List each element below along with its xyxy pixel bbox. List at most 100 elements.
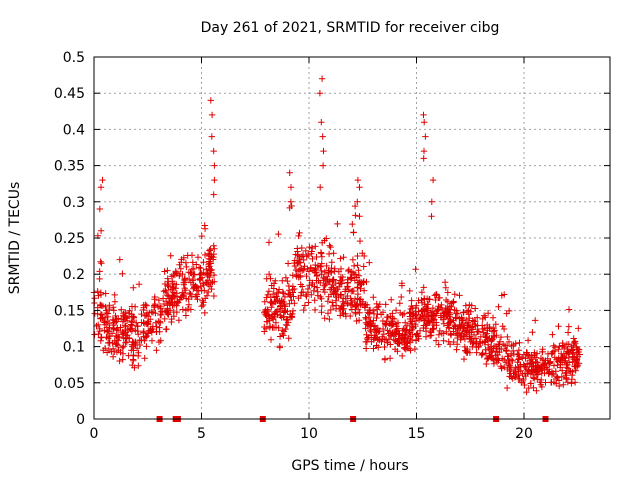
data-point xyxy=(198,232,205,240)
data-point xyxy=(166,307,174,314)
data-point xyxy=(167,252,174,259)
data-point xyxy=(104,313,112,321)
data-point xyxy=(420,155,427,162)
data-point xyxy=(521,362,528,370)
data-point xyxy=(384,327,391,334)
data-point xyxy=(302,247,309,255)
data-point xyxy=(474,328,481,335)
data-point xyxy=(477,340,484,347)
data-point xyxy=(488,335,495,342)
data-point xyxy=(105,328,112,335)
data-point xyxy=(178,294,185,301)
x-axis-ticks: 0 5 10 15 20 xyxy=(90,57,533,442)
data-point xyxy=(300,256,307,264)
data-point xyxy=(420,284,427,291)
data-point xyxy=(312,243,319,250)
data-point xyxy=(318,75,326,82)
data-point xyxy=(110,325,117,333)
data-point xyxy=(270,285,277,292)
data-point xyxy=(348,288,355,295)
data-point xyxy=(320,274,327,282)
data-point xyxy=(504,333,511,341)
data-point xyxy=(399,311,406,319)
data-point xyxy=(321,288,328,296)
data-point xyxy=(282,274,290,281)
data-point xyxy=(362,338,369,346)
data-point xyxy=(134,327,141,335)
data-point xyxy=(569,371,576,379)
data-point xyxy=(327,291,335,298)
data-point xyxy=(515,351,522,358)
data-point xyxy=(521,381,528,389)
data-point xyxy=(263,275,270,282)
data-point xyxy=(345,266,353,273)
data-point xyxy=(495,303,502,310)
data-point xyxy=(473,338,480,345)
data-point xyxy=(203,292,211,299)
data-point xyxy=(285,335,292,342)
data-point xyxy=(324,298,332,305)
data-point xyxy=(339,273,346,281)
data-point xyxy=(211,245,218,252)
data-point xyxy=(519,354,526,361)
data-point xyxy=(473,349,480,356)
data-point xyxy=(91,295,98,302)
data-point xyxy=(179,289,186,296)
data-point xyxy=(195,264,203,271)
data-point xyxy=(94,310,101,318)
data-point xyxy=(297,259,304,266)
data-point xyxy=(407,305,414,313)
data-point xyxy=(339,309,346,317)
data-point xyxy=(406,309,413,316)
data-point xyxy=(441,279,449,286)
data-point xyxy=(355,272,363,279)
data-point xyxy=(122,309,129,316)
data-point xyxy=(555,346,562,353)
data-point xyxy=(484,325,491,332)
x-tick-label: 20 xyxy=(515,426,533,442)
data-point xyxy=(282,325,289,333)
data-point xyxy=(384,339,391,346)
data-point xyxy=(504,365,511,373)
data-point xyxy=(461,335,469,343)
data-point xyxy=(124,326,132,334)
data-point xyxy=(185,295,192,303)
data-point xyxy=(195,287,202,295)
data-point xyxy=(390,336,398,343)
data-point xyxy=(323,235,330,242)
data-point xyxy=(202,278,210,286)
data-point xyxy=(565,306,573,313)
data-point xyxy=(375,344,382,351)
data-point xyxy=(507,356,515,363)
data-point xyxy=(153,328,160,335)
data-point xyxy=(341,288,349,295)
data-point xyxy=(401,345,408,352)
data-point xyxy=(519,370,526,378)
data-point xyxy=(314,288,321,295)
data-point xyxy=(318,271,325,278)
data-point xyxy=(420,147,428,155)
data-point xyxy=(354,300,361,307)
data-point xyxy=(564,379,571,386)
data-point xyxy=(201,222,208,229)
data-point xyxy=(350,262,358,270)
data-point xyxy=(359,250,366,257)
data-point xyxy=(311,267,318,274)
data-point xyxy=(440,320,448,327)
data-point xyxy=(516,339,523,346)
data-point xyxy=(198,303,205,310)
data-point xyxy=(462,347,469,354)
data-point xyxy=(533,387,540,394)
data-point xyxy=(305,268,313,275)
data-point xyxy=(161,315,168,323)
data-point xyxy=(340,254,347,261)
data-point xyxy=(120,343,127,350)
data-point xyxy=(398,280,406,287)
data-point xyxy=(438,301,445,309)
data-point xyxy=(354,176,362,184)
data-point xyxy=(370,345,377,352)
data-point xyxy=(100,318,108,326)
data-point xyxy=(460,355,468,363)
data-point xyxy=(406,315,414,323)
